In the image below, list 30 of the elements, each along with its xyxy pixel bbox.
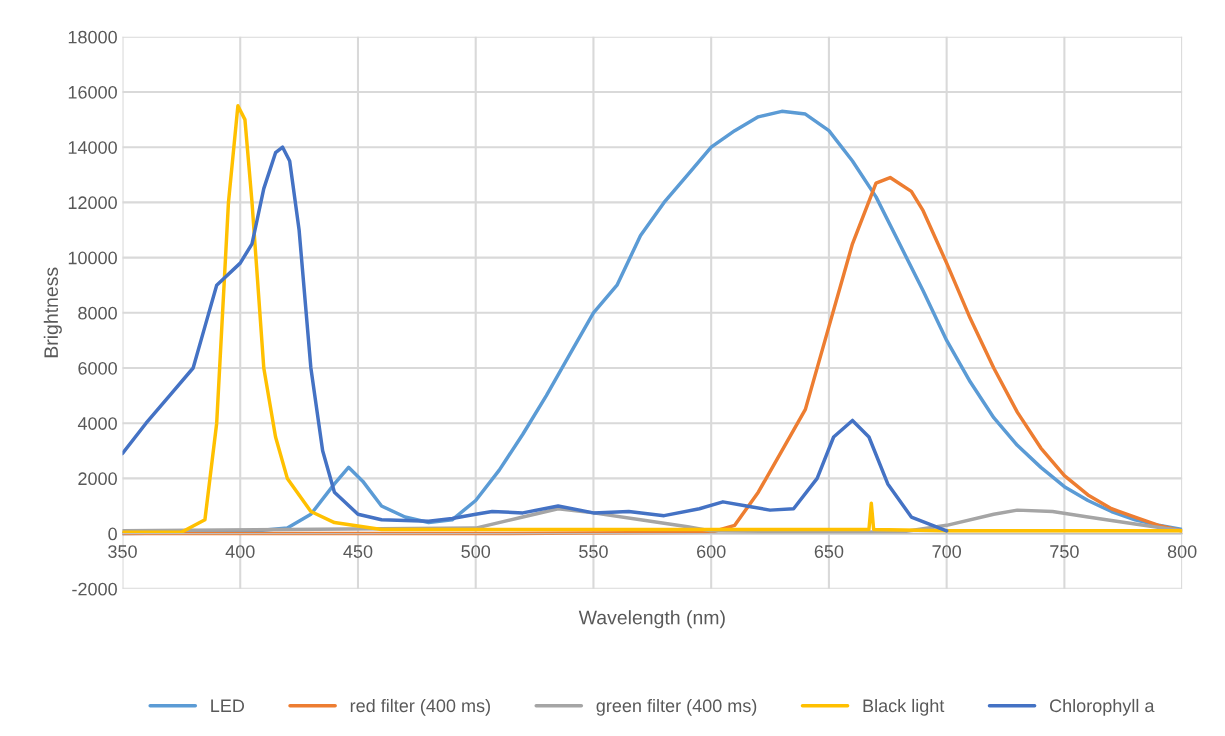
line-series: [122, 145, 949, 533]
y-tick-label: 2000: [78, 472, 117, 486]
y-tick-label: 12000: [68, 196, 117, 210]
y-axis-title: Brightness: [43, 267, 62, 358]
y-tick-label: 0: [108, 527, 117, 541]
legend-label: green filter (400 ms): [596, 698, 757, 716]
legend-label: Chlorophyll a: [1049, 698, 1155, 716]
legend-label: red filter (400 ms): [350, 698, 490, 716]
x-tick-label: 450: [343, 545, 373, 558]
x-tick-label: 350: [108, 545, 137, 558]
y-tick-label: 6000: [78, 361, 117, 375]
x-tick-label: 650: [814, 545, 844, 558]
x-tick-label: 550: [579, 545, 608, 558]
y-tick-label: 8000: [78, 306, 117, 320]
line-series: [122, 175, 1183, 536]
x-tick-label: 750: [1050, 545, 1079, 558]
y-tick-label: 4000: [77, 417, 117, 430]
y-tick-label: 16000: [68, 85, 117, 99]
legend-label: LED: [211, 699, 245, 712]
y-tick-label: 14000: [68, 141, 117, 154]
x-tick-label: 500: [461, 545, 491, 558]
y-tick-label: -2000: [72, 582, 117, 596]
x-axis-title: Wavelength (nm): [578, 610, 725, 629]
x-tick-label: 700: [932, 545, 962, 558]
x-tick-label: 800: [1167, 545, 1197, 558]
y-tick-label: 18000: [68, 30, 117, 44]
y-tick-label: 10000: [68, 251, 117, 265]
x-tick-label: 400: [225, 545, 255, 558]
legend-label: Black light: [863, 698, 945, 716]
x-tick-label: 600: [697, 545, 726, 558]
